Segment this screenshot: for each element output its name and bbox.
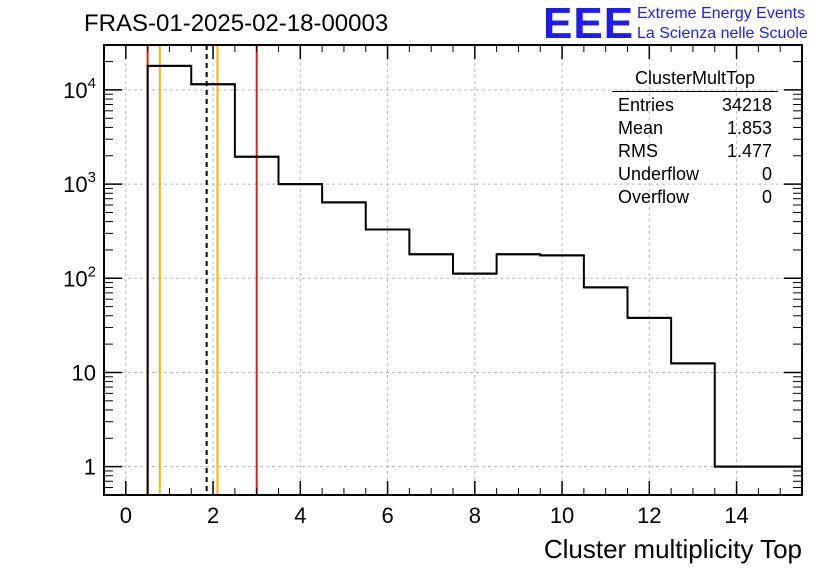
stats-value: 0 [761,164,772,184]
logo-line-1: Extreme Energy Events [637,5,806,22]
chart-title: FRAS-01-2025-02-18-00003 [84,10,389,37]
stats-label: Overflow [618,187,690,207]
y-tick-label: 102 [63,263,96,291]
y-tick-exponent: 3 [88,169,96,186]
stats-value: 34218 [721,95,772,115]
stats-row-overflow: Overflow 0 [612,186,778,209]
stats-value: 0 [761,187,772,207]
grid-layer [104,45,802,495]
y-tick-base: 1 [84,455,96,480]
stats-row-underflow: Underflow 0 [612,163,778,186]
logo-line-2: La Scienza nelle Scuole [637,25,808,42]
y-tick-base: 10 [63,78,87,103]
stats-row-entries: Entries 34218 [612,94,778,117]
x-tick-label: 0 [120,503,132,528]
y-tick-base: 10 [72,360,96,385]
x-axis-title: Cluster multiplicity Top [544,534,802,564]
y-tick-exponent: 4 [88,75,96,92]
stats-label: RMS [618,141,658,161]
stats-label: Entries [618,95,675,115]
logo-caption: Extreme Energy Events La Scienza nelle S… [637,4,808,44]
y-tick-exponent: 2 [88,263,96,280]
eee-logo: EEE [543,0,635,48]
y-tick-label: 104 [63,75,96,103]
stats-value: 1.853 [726,118,772,138]
y-tick-base: 10 [63,266,87,291]
x-tick-label: 14 [724,503,748,528]
y-tick-base: 10 [63,172,87,197]
x-tick-label: 10 [550,503,574,528]
stats-box: ClusterMultTop Entries 34218 Mean 1.853 … [612,68,778,209]
stats-row-rms: RMS 1.477 [612,140,778,163]
histogram-bars [146,64,802,495]
vertical-marker-lines [146,45,258,495]
y-tick-label: 103 [63,169,96,197]
stats-row-mean: Mean 1.853 [612,117,778,140]
x-tick-label: 8 [469,503,481,528]
stats-title: ClusterMultTop [612,68,778,92]
x-tick-label: 2 [207,503,219,528]
y-tick-label: 10 [72,360,96,385]
x-tick-label: 12 [637,503,661,528]
x-tick-label: 6 [381,503,393,528]
stats-value: 1.477 [726,141,772,161]
stats-label: Mean [618,118,664,138]
y-tick-label: 1 [84,455,96,480]
x-tick-label: 4 [294,503,306,528]
stats-label: Underflow [618,164,700,184]
